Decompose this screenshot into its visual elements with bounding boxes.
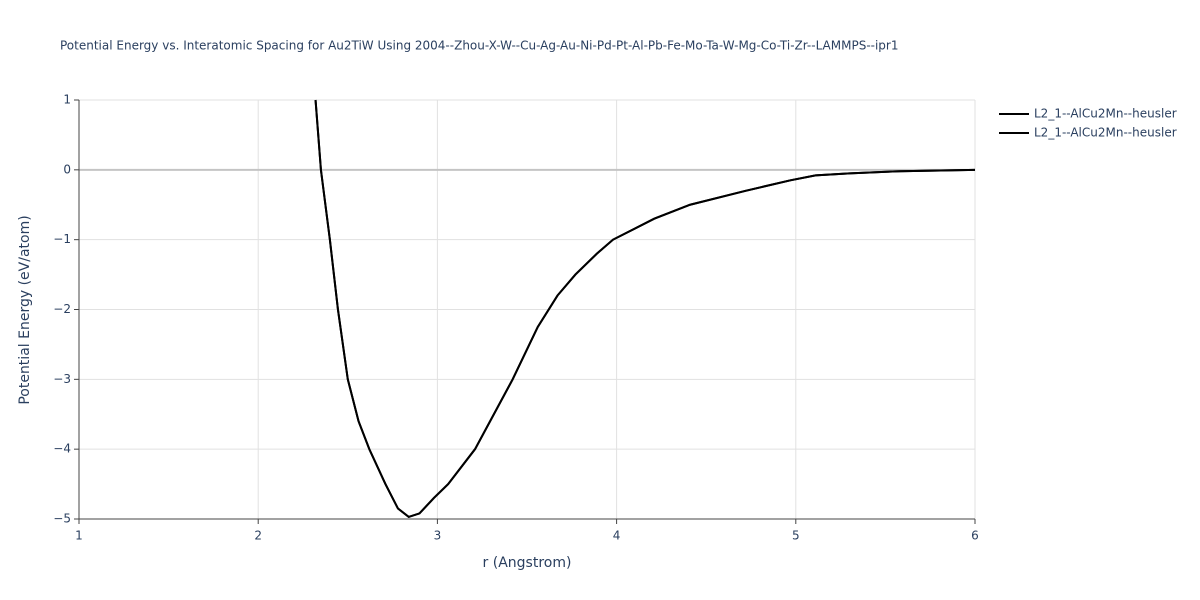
y-tick-label: −2 bbox=[53, 302, 71, 316]
y-tick-label: −5 bbox=[53, 512, 71, 526]
line-series bbox=[314, 99, 976, 519]
x-tick-label: 6 bbox=[971, 529, 979, 543]
y-tick-label: −1 bbox=[53, 232, 71, 246]
x-axis-label: r (Angstrom) bbox=[483, 555, 572, 571]
y-tick-label: −3 bbox=[53, 372, 71, 386]
line-series bbox=[314, 99, 976, 519]
legend-label: L2_1--AlCu2Mn--heusler bbox=[1034, 126, 1177, 140]
y-axis-label: Potential Energy (eV/atom) bbox=[17, 215, 33, 404]
y-tick-label: −4 bbox=[53, 442, 71, 456]
chart-title: Potential Energy vs. Interatomic Spacing… bbox=[60, 39, 899, 53]
y-tick-label: 1 bbox=[63, 93, 71, 107]
x-tick-label: 5 bbox=[792, 529, 800, 543]
legend-label: L2_1--AlCu2Mn--heusler bbox=[1034, 107, 1177, 121]
x-tick-label: 4 bbox=[613, 529, 621, 543]
x-tick-label: 2 bbox=[254, 529, 262, 543]
x-tick-label: 1 bbox=[75, 529, 83, 543]
x-tick-label: 3 bbox=[434, 529, 442, 543]
plot-area bbox=[314, 99, 976, 519]
y-tick-label: 0 bbox=[63, 162, 71, 176]
